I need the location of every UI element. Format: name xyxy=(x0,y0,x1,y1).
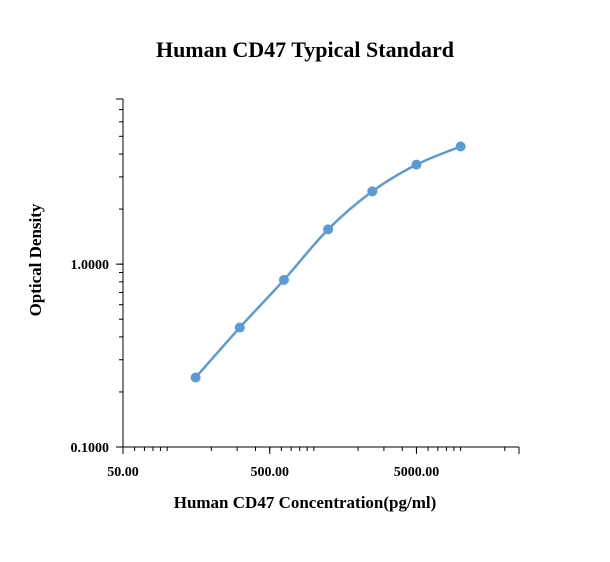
chart-title: Human CD47 Typical Standard xyxy=(156,37,454,62)
y-tick-label: 1.0000 xyxy=(71,258,110,273)
data-point xyxy=(278,274,289,285)
data-point xyxy=(323,224,334,235)
plot-area xyxy=(190,141,466,383)
y-tick-label: 0.1000 xyxy=(71,441,110,456)
x-axis-label: Human CD47 Concentration(pg/ml) xyxy=(174,493,437,512)
x-tick-label: 5000.00 xyxy=(394,465,440,480)
series-line xyxy=(194,145,462,379)
data-point xyxy=(234,322,245,333)
y-axis-label: Optical Density xyxy=(26,203,45,316)
data-point xyxy=(367,186,378,197)
data-point xyxy=(411,159,422,170)
x-tick-label: 500.00 xyxy=(250,465,289,480)
x-tick-label: 50.00 xyxy=(107,465,139,480)
data-point xyxy=(190,372,201,383)
data-point xyxy=(455,141,466,152)
axes-group: 50.00 500.00 5000.00 0.1000 1.0000 xyxy=(71,98,520,480)
